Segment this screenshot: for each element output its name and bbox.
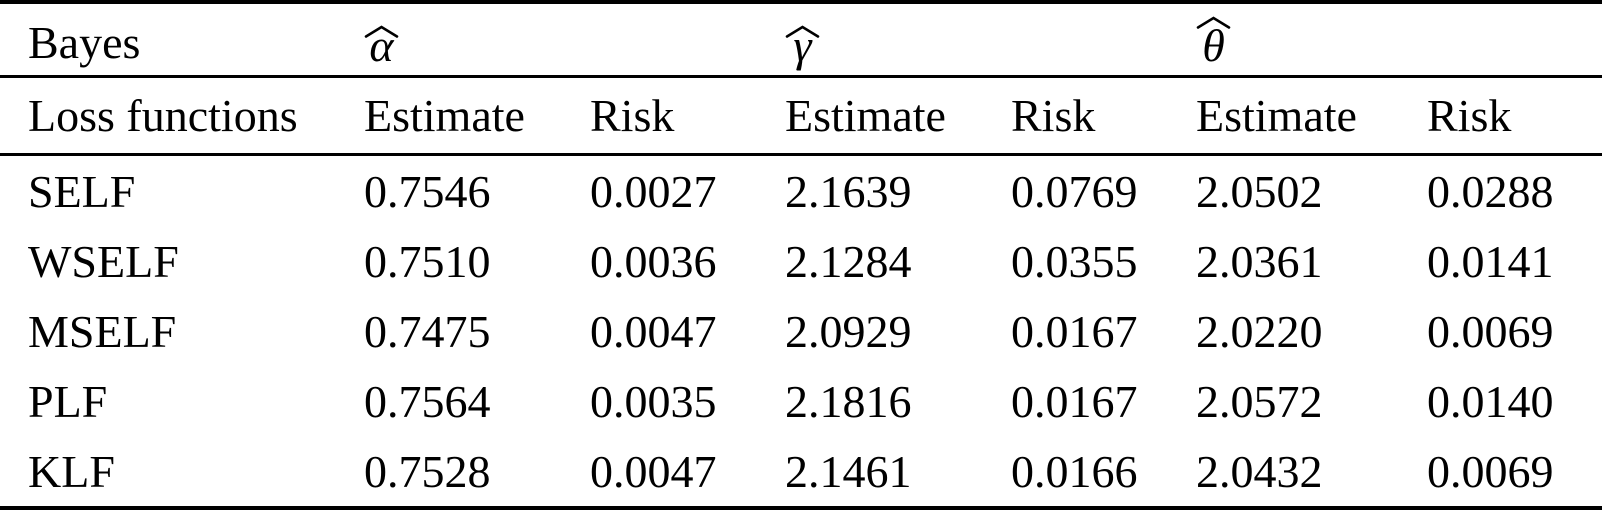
column-header-risk: Risk	[1011, 76, 1196, 156]
table-row: PLF 0.7564 0.0035 2.1816 0.0167 2.0572 0…	[0, 366, 1602, 436]
cell-value: 0.7546	[364, 165, 491, 217]
theta-hat-symbol: θ	[1196, 16, 1231, 69]
table-row: WSELF 0.7510 0.0036 2.1284 0.0355 2.0361…	[0, 226, 1602, 296]
cell-value: 0.0288	[1427, 165, 1554, 217]
column-header-estimate: Estimate	[785, 76, 1011, 156]
cell-value: 0.0027	[590, 165, 717, 217]
cell-value: 0.0355	[1011, 235, 1138, 287]
cell-value: 0.7475	[364, 305, 491, 357]
table-row: KLF 0.7528 0.0047 2.1461 0.0166 2.0432 0…	[0, 436, 1602, 508]
group-header-alpha-hat: α	[364, 2, 785, 78]
cell-value: 2.1639	[785, 165, 912, 217]
cell-value: 0.0141	[1427, 235, 1554, 287]
cell-value: 2.0361	[1196, 235, 1323, 287]
cell-value: 0.0047	[590, 305, 717, 357]
cell-value: 0.7528	[364, 445, 491, 497]
theta-letter: θ	[1202, 20, 1225, 71]
cell-value: 0.0069	[1427, 445, 1554, 497]
circumflex-hat-icon	[364, 25, 399, 38]
row-label: PLF	[28, 375, 108, 427]
cell-value: 2.0572	[1196, 375, 1323, 427]
cell-value: 2.1816	[785, 375, 912, 427]
cell-value: 2.0432	[1196, 445, 1323, 497]
row-header-label: Loss functions	[0, 76, 364, 156]
cell-value: 0.0167	[1011, 305, 1138, 357]
cell-value: 0.7564	[364, 375, 491, 427]
group-header-gamma-hat: γ	[785, 2, 1196, 78]
alpha-hat-symbol: α	[364, 20, 399, 71]
cell-value: 0.0035	[590, 375, 717, 427]
column-header-estimate: Estimate	[1196, 76, 1427, 156]
table-row: MSELF 0.7475 0.0047 2.0929 0.0167 2.0220…	[0, 296, 1602, 366]
cell-value: 0.0047	[590, 445, 717, 497]
header-row-columns: Loss functions Estimate Risk Estimate Ri…	[0, 76, 1602, 156]
cell-value: 0.0140	[1427, 375, 1554, 427]
row-label: WSELF	[28, 235, 179, 287]
cell-value: 0.7510	[364, 235, 491, 287]
alpha-letter: α	[369, 20, 394, 71]
column-header-risk: Risk	[590, 76, 785, 156]
cell-value: 2.0929	[785, 305, 912, 357]
circumflex-hat-icon	[1196, 16, 1231, 29]
row-label: SELF	[28, 165, 136, 217]
cell-value: 0.0069	[1427, 305, 1554, 357]
header-row-groups: Bayes α γ	[0, 2, 1602, 78]
cell-value: 2.0220	[1196, 305, 1323, 357]
cell-value: 2.1284	[785, 235, 912, 287]
column-header-estimate: Estimate	[364, 76, 590, 156]
row-label: MSELF	[28, 305, 177, 357]
table-row: SELF 0.7546 0.0027 2.1639 0.0769 2.0502 …	[0, 155, 1602, 227]
cell-value: 0.0769	[1011, 165, 1138, 217]
circumflex-hat-icon	[785, 25, 820, 38]
column-header-risk: Risk	[1427, 76, 1602, 156]
cell-value: 0.0036	[590, 235, 717, 287]
gamma-hat-symbol: γ	[785, 20, 820, 71]
cell-value: 2.0502	[1196, 165, 1323, 217]
gamma-letter: γ	[793, 20, 812, 71]
cell-value: 2.1461	[785, 445, 912, 497]
row-label: KLF	[28, 445, 115, 497]
cell-value: 0.0166	[1011, 445, 1138, 497]
group-header-theta-hat: θ	[1196, 2, 1602, 78]
cell-value: 0.0167	[1011, 375, 1138, 427]
corner-label: Bayes	[0, 2, 364, 78]
